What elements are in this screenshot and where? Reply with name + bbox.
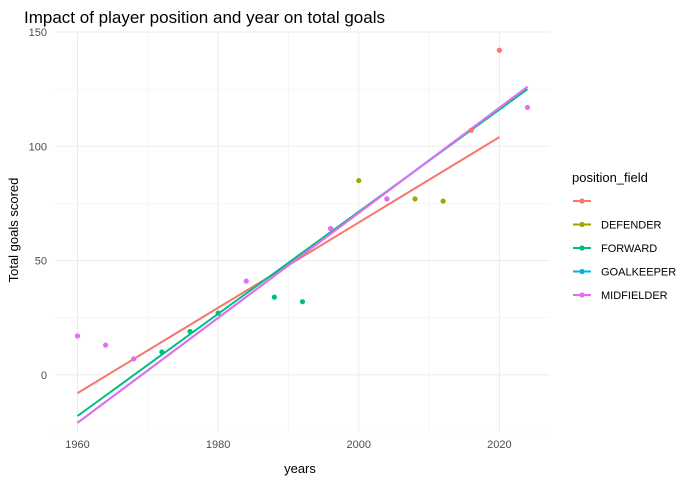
data-point-forward xyxy=(215,310,221,316)
legend-key-point-blank xyxy=(579,198,585,204)
x-tick-label: 1980 xyxy=(206,439,230,451)
data-point-midfielder xyxy=(328,225,334,232)
data-point-defender xyxy=(440,198,446,204)
legend-label-midfielder: MIDFIELDER xyxy=(601,290,668,302)
x-axis-ticks: 1960 1980 2000 2020 xyxy=(65,439,511,451)
data-point-midfielder xyxy=(243,278,249,284)
y-tick-label: 0 xyxy=(41,370,47,382)
data-point-midfielder xyxy=(524,104,531,111)
legend-label-forward: FORWARD xyxy=(601,243,657,255)
data-point-blank xyxy=(468,127,474,133)
legend-key-point-forward xyxy=(579,245,585,251)
legend-key-point-goalkeeper xyxy=(579,268,585,275)
legend-key-point-midfielder xyxy=(579,292,585,298)
data-point-defender xyxy=(412,196,418,202)
y-axis-ticks: 0 50 100 150 xyxy=(29,27,47,382)
chart-title: Impact of player position and year on to… xyxy=(24,8,385,27)
data-point-midfielder xyxy=(103,342,109,348)
data-point-midfielder xyxy=(131,356,137,362)
data-point-blank xyxy=(496,47,502,53)
x-tick-label: 1960 xyxy=(65,439,89,451)
legend-title: position_field xyxy=(572,170,648,185)
y-tick-label: 100 xyxy=(29,141,47,153)
y-tick-label: 50 xyxy=(35,256,47,268)
data-point-forward xyxy=(271,294,277,300)
legend-label-defender: DEFENDER xyxy=(601,220,662,232)
y-tick-label: 150 xyxy=(29,27,47,39)
data-point-forward xyxy=(159,349,165,355)
data-point-midfielder xyxy=(384,196,390,202)
x-axis-title: years xyxy=(284,461,316,476)
y-axis-title: Total goals scored xyxy=(6,178,21,283)
data-point-defender xyxy=(356,177,362,184)
legend-key-point-defender xyxy=(579,221,585,228)
data-points xyxy=(74,47,531,362)
legend-label-goalkeeper: GOALKEEPER xyxy=(601,267,676,279)
data-point-forward xyxy=(187,328,193,335)
data-point-forward xyxy=(299,299,306,305)
data-point-midfielder xyxy=(74,333,81,339)
grid xyxy=(55,31,550,433)
x-tick-label: 2000 xyxy=(347,439,371,451)
legend: position_field DEFENDER FORWARD GOALKEEPER… xyxy=(572,170,676,302)
trend-lines xyxy=(76,86,529,424)
trend-line-midfielder xyxy=(76,86,529,424)
x-tick-label: 2020 xyxy=(487,439,511,451)
